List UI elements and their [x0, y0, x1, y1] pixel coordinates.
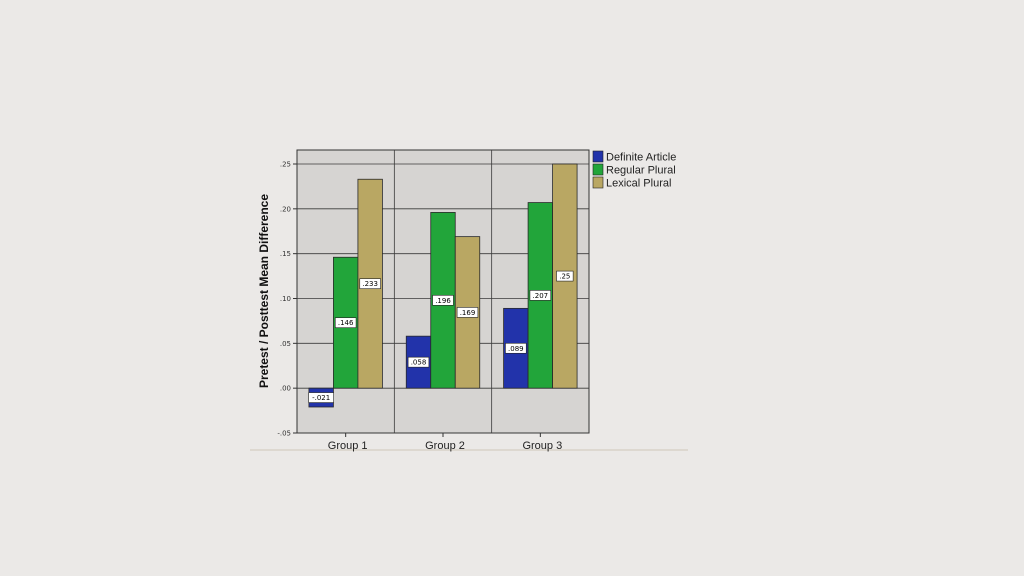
legend-swatch	[592, 176, 604, 189]
y-tick-label: .10	[280, 295, 291, 303]
legend-swatch	[592, 150, 604, 163]
data-label: .146	[338, 319, 354, 327]
y-axis-ticks: -.05 .00 .05 .10 .15 .20 .25	[277, 161, 297, 438]
data-label-box	[432, 294, 454, 306]
y-tick-label: .15	[280, 250, 291, 258]
data-label-box	[456, 307, 479, 318]
data-label: -.021	[312, 394, 330, 402]
y-tick-label: .20	[280, 205, 291, 213]
data-label: .207	[533, 292, 549, 300]
y-tick-label: .00	[280, 385, 291, 393]
data-label: .169	[460, 309, 476, 317]
data-label: .089	[508, 345, 524, 353]
legend-label: Lexical Plural	[606, 178, 671, 190]
y-axis-title: Pretest / Posttest Mean Difference	[257, 194, 271, 388]
y-tick-label: .25	[280, 161, 291, 169]
data-label: .058	[411, 359, 427, 367]
data-label: .196	[435, 297, 451, 305]
legend-label: Regular Plural	[606, 165, 676, 177]
legend-swatch	[592, 163, 604, 176]
data-label-box	[529, 290, 552, 301]
x-category-label: Group 3	[522, 440, 562, 452]
data-label: .233	[362, 280, 378, 288]
data-label-box	[334, 317, 357, 329]
data-label-box	[556, 270, 574, 282]
data-label-box	[505, 342, 527, 354]
x-category-label: Group 2	[425, 440, 465, 452]
y-tick-label: -.05	[277, 430, 291, 438]
data-labels: -.021 .058 .089 .146 .196 .207 .233 .169 .25	[308, 270, 574, 403]
data-label-box	[359, 278, 381, 290]
x-category-label: Group 1	[328, 440, 368, 452]
data-label-box	[308, 392, 334, 403]
legend-label: Definite Article	[606, 152, 676, 164]
x-axis-categories: Group 1 Group 2 Group 3	[328, 433, 562, 452]
data-label-box	[407, 356, 430, 368]
data-label: .25	[559, 273, 570, 281]
y-tick-label: .05	[280, 340, 291, 348]
